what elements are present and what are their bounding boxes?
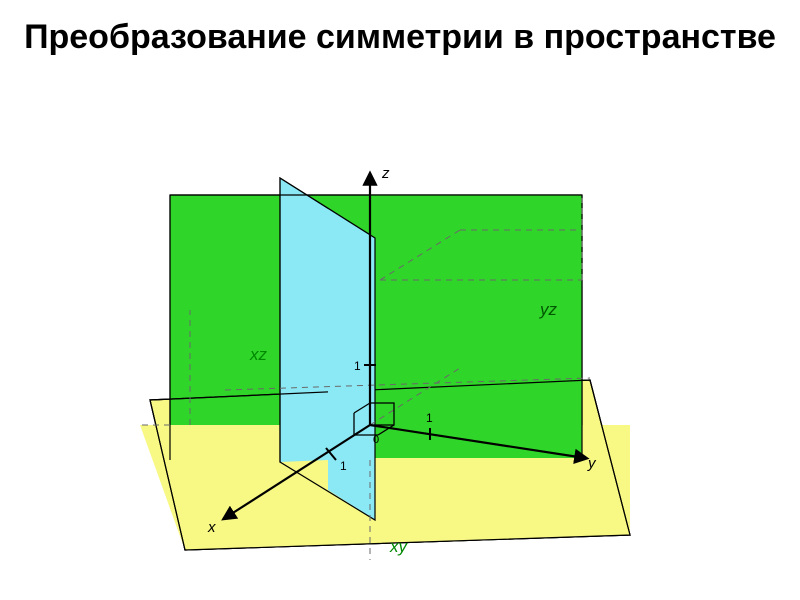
- plane-label-yz: yz: [539, 300, 558, 319]
- page-title: Преобразование симметрии в пространстве: [0, 18, 800, 57]
- tick-label-y: 1: [426, 411, 433, 425]
- tick-label-z: 1: [354, 359, 361, 373]
- axis-label-x: x: [207, 519, 216, 536]
- origin-label: 0: [373, 434, 379, 446]
- diagram-3d-planes: z y x 0 1 1 1 xz yz xy: [130, 160, 650, 570]
- plane-label-xz: xz: [249, 345, 268, 364]
- diagram-svg: z y x 0 1 1 1 xz yz xy: [130, 160, 650, 570]
- tick-label-x: 1: [340, 459, 347, 473]
- plane-label-xy: xy: [389, 537, 409, 556]
- plane-yz-right: [370, 195, 582, 460]
- axis-label-z: z: [381, 165, 390, 182]
